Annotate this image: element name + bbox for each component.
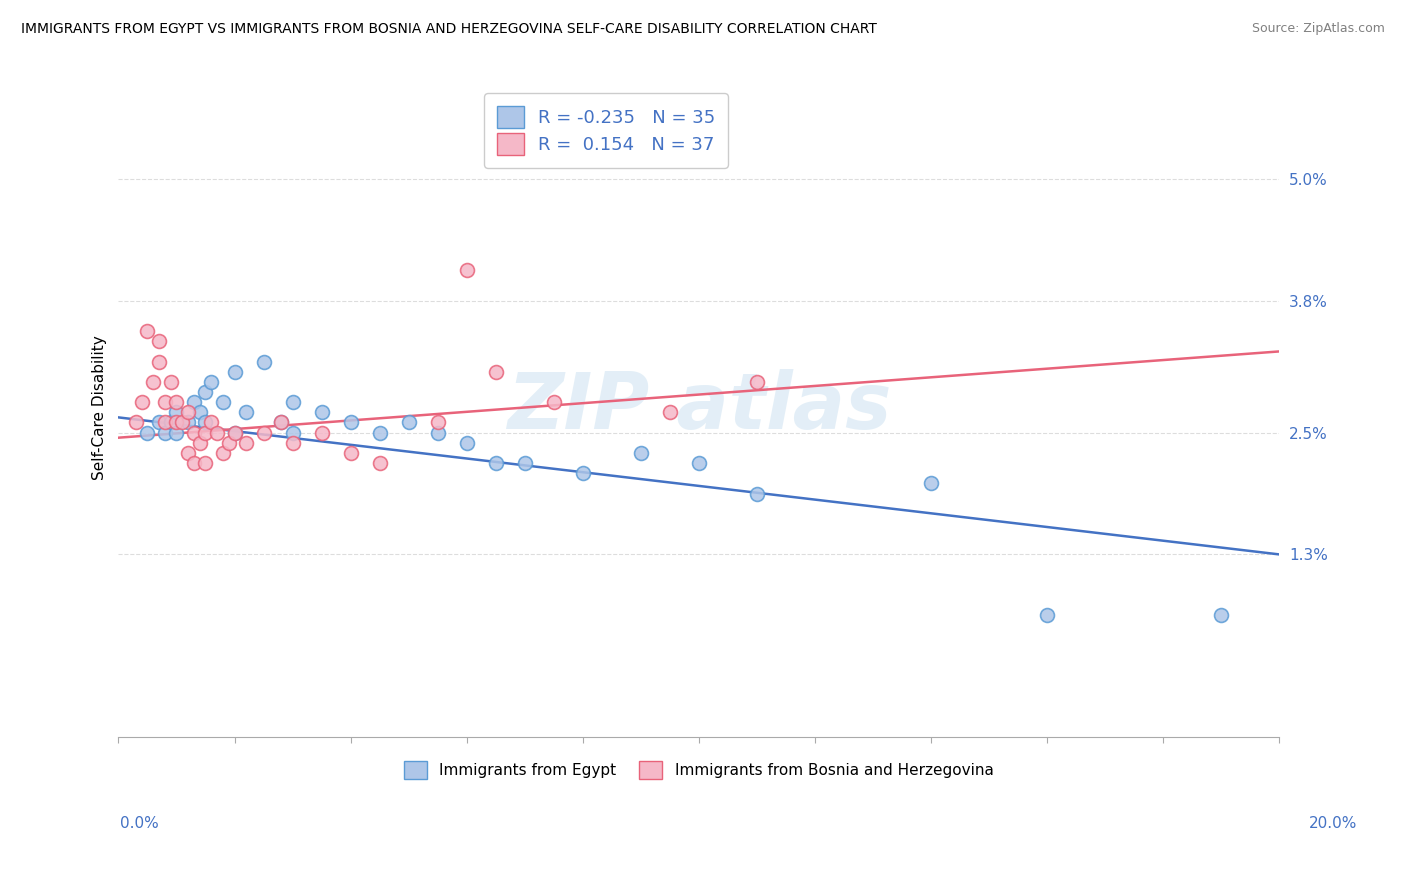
Point [252, 425, 274, 440]
Point [212, 395, 235, 409]
Point [148, 416, 170, 430]
Point [485, 365, 508, 379]
Point [148, 334, 170, 349]
Point [166, 425, 188, 440]
Point [270, 416, 292, 430]
Point [205, 425, 228, 440]
Point [368, 456, 391, 470]
Point [543, 395, 565, 409]
Point [281, 435, 304, 450]
Point [194, 456, 217, 470]
Point [224, 425, 246, 440]
Point [311, 425, 333, 440]
Point [281, 425, 304, 440]
Point [153, 416, 176, 430]
Point [177, 405, 200, 419]
Legend: Immigrants from Egypt, Immigrants from Bosnia and Herzegovina: Immigrants from Egypt, Immigrants from B… [398, 755, 1000, 786]
Point [183, 395, 205, 409]
Point [1036, 608, 1059, 623]
Point [745, 486, 768, 500]
Point [456, 263, 478, 277]
Text: ZIP atlas: ZIP atlas [506, 369, 891, 445]
Point [183, 425, 205, 440]
Text: IMMIGRANTS FROM EGYPT VS IMMIGRANTS FROM BOSNIA AND HERZEGOVINA SELF-CARE DISABI: IMMIGRANTS FROM EGYPT VS IMMIGRANTS FROM… [21, 22, 877, 37]
Point [281, 395, 304, 409]
Point [398, 416, 420, 430]
Point [368, 425, 391, 440]
Point [159, 375, 181, 389]
Point [172, 416, 194, 430]
Text: 0.0%: 0.0% [120, 816, 159, 831]
Point [200, 375, 222, 389]
Point [658, 405, 681, 419]
Point [188, 405, 211, 419]
Point [166, 405, 188, 419]
Point [148, 354, 170, 368]
Point [218, 435, 240, 450]
Point [1209, 608, 1232, 623]
Point [270, 416, 292, 430]
Point [131, 395, 153, 409]
Point [252, 354, 274, 368]
Point [159, 416, 181, 430]
Point [200, 416, 222, 430]
Point [125, 416, 148, 430]
Point [166, 395, 188, 409]
Point [153, 425, 176, 440]
Point [224, 425, 246, 440]
Point [688, 456, 710, 470]
Point [311, 405, 333, 419]
Point [235, 405, 257, 419]
Point [339, 446, 361, 460]
Point [920, 476, 942, 491]
Point [136, 425, 159, 440]
Point [142, 375, 165, 389]
Y-axis label: Self-Care Disability: Self-Care Disability [93, 334, 107, 480]
Point [177, 446, 200, 460]
Point [339, 416, 361, 430]
Point [426, 425, 449, 440]
Point [177, 416, 200, 430]
Point [630, 446, 652, 460]
Point [745, 375, 768, 389]
Point [426, 416, 449, 430]
Point [456, 435, 478, 450]
Point [224, 365, 246, 379]
Text: 20.0%: 20.0% [1309, 816, 1357, 831]
Point [188, 435, 211, 450]
Point [212, 446, 235, 460]
Point [513, 456, 536, 470]
Point [166, 416, 188, 430]
Point [194, 416, 217, 430]
Text: Source: ZipAtlas.com: Source: ZipAtlas.com [1251, 22, 1385, 36]
Point [571, 467, 593, 481]
Point [153, 395, 176, 409]
Point [194, 425, 217, 440]
Point [485, 456, 508, 470]
Point [136, 324, 159, 338]
Point [194, 384, 217, 399]
Point [235, 435, 257, 450]
Point [183, 456, 205, 470]
